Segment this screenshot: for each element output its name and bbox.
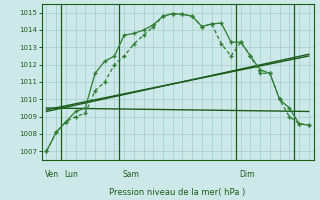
Text: Lun: Lun bbox=[64, 170, 78, 179]
Text: Sam: Sam bbox=[122, 170, 139, 179]
Text: Ven: Ven bbox=[44, 170, 59, 179]
Text: Dim: Dim bbox=[239, 170, 254, 179]
Text: Pression niveau de la mer( hPa ): Pression niveau de la mer( hPa ) bbox=[109, 188, 246, 197]
